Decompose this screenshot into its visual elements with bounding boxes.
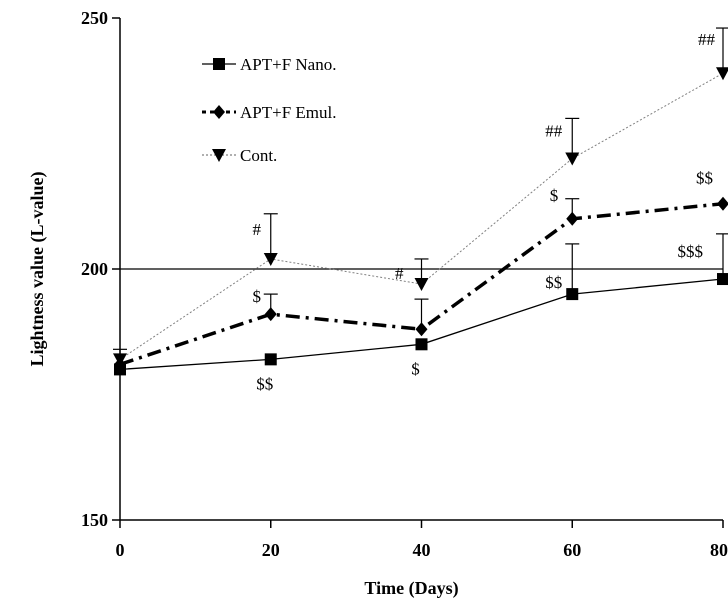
data-point: [264, 353, 277, 366]
legend: APT+F Nano. APT+F Emul. Cont.: [202, 55, 337, 165]
data-point: [263, 252, 278, 266]
significance-annotation: $$: [256, 374, 273, 393]
significance-annotation: #: [395, 264, 404, 283]
x-tick-label: 80: [710, 540, 728, 560]
data-point: [414, 278, 429, 292]
data-point: [717, 273, 728, 286]
series-2: [113, 27, 728, 367]
significance-annotation: $$: [696, 169, 713, 188]
legend-label: APT+F Nano.: [240, 55, 336, 74]
significance-annotation: ##: [545, 122, 563, 141]
annotations: ######$$$$$$$$$$$$: [253, 30, 716, 393]
legend-label: APT+F Emul.: [240, 103, 337, 122]
significance-annotation: $: [411, 359, 420, 378]
data-point: [717, 196, 728, 211]
data-point: [716, 67, 728, 81]
significance-annotation: ##: [698, 30, 716, 49]
x-tick-label: 60: [563, 540, 581, 560]
legend-marker: [212, 149, 226, 162]
y-axis-title: Lightness value (L-value): [27, 171, 48, 366]
data-point: [114, 363, 126, 376]
legend-label: Cont.: [240, 146, 277, 165]
data-point: [415, 338, 428, 351]
legend-entry-1: APT+F Emul.: [202, 103, 337, 122]
x-axis-title: Time (Days): [364, 578, 458, 599]
significance-annotation: #: [253, 220, 262, 239]
y-tick-label: 200: [81, 259, 108, 279]
significance-annotation: $$: [545, 273, 562, 292]
data-point: [565, 152, 580, 166]
x-tick-label: 20: [262, 540, 280, 560]
significance-annotation: $: [253, 287, 262, 306]
data-point: [264, 307, 277, 322]
legend-entry-2: Cont.: [202, 146, 277, 165]
x-tick-label: 0: [116, 540, 125, 560]
legend-marker: [213, 58, 225, 70]
data-point: [566, 288, 579, 301]
data-point: [566, 211, 579, 226]
axes: 150 200 250 0 20 40 60 80: [81, 8, 728, 560]
x-tick-label: 40: [413, 540, 431, 560]
series-0: [114, 233, 728, 376]
series-layer: [113, 27, 728, 376]
y-tick-label: 250: [81, 8, 108, 28]
significance-annotation: $$$: [678, 242, 704, 261]
legend-entry-0: APT+F Nano.: [202, 55, 336, 74]
significance-annotation: $: [550, 186, 559, 205]
data-point: [415, 322, 428, 337]
y-tick-label: 150: [81, 510, 108, 530]
legend-marker: [213, 105, 225, 119]
